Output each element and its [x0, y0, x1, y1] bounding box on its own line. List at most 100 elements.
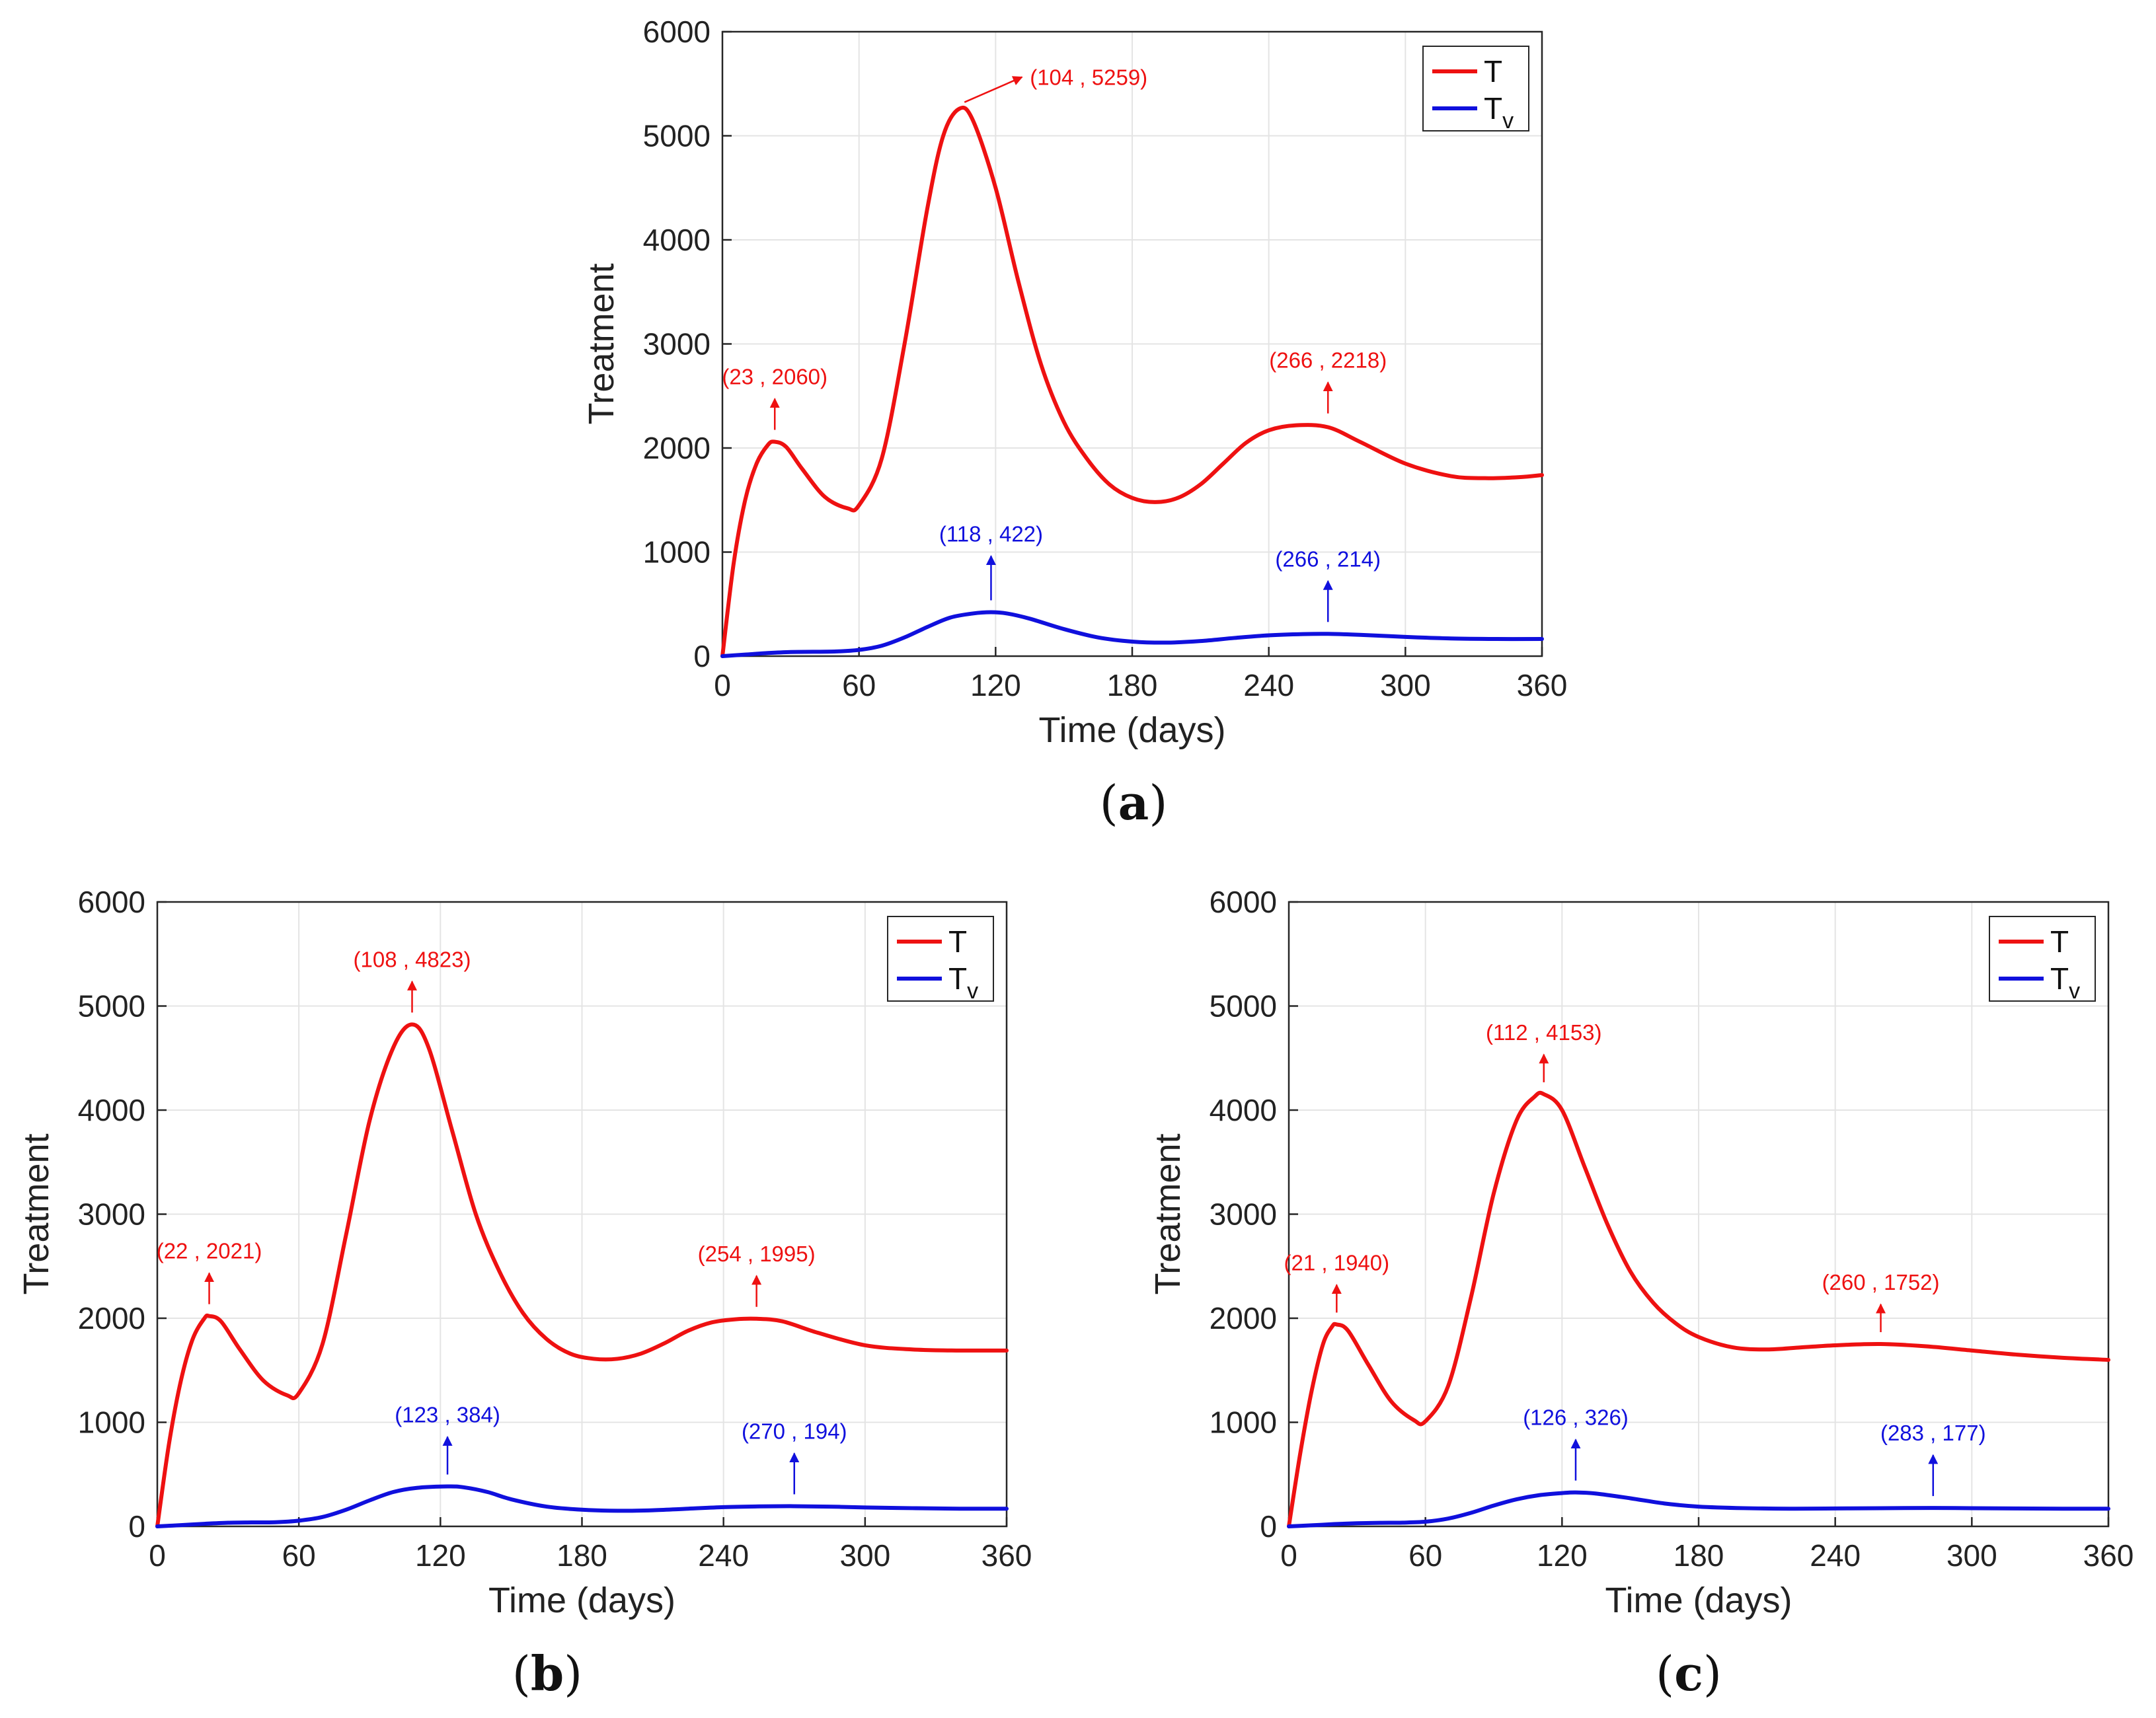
y-tick-label: 4000 [1210, 1093, 1277, 1127]
legend-label-main: T [1484, 91, 1502, 126]
x-tick-label: 300 [839, 1538, 890, 1573]
legend-label-subscript: v [2069, 979, 2080, 1004]
x-tick-label: 0 [714, 668, 731, 702]
legend: TTv [1422, 46, 1529, 133]
legend-label-subscript: v [967, 979, 978, 1004]
y-tick-label: 5000 [78, 989, 145, 1024]
y-axis-label: Treatment [582, 263, 621, 424]
x-tick-label: 120 [1537, 1538, 1588, 1573]
x-tick-label: 300 [1946, 1538, 1997, 1573]
annotation-label: (260 , 1752) [1822, 1270, 1940, 1294]
y-tick-label: 5000 [1210, 989, 1277, 1024]
chart-panel-1: 0 60 120 180 240 300 360 0 1000 2000 3000 4000 5000 6… [582, 15, 1567, 831]
x-axis-label: Time (days) [1605, 1581, 1792, 1620]
x-tick-label: 240 [1243, 668, 1294, 702]
annotation-label: (270 , 194) [742, 1419, 847, 1443]
x-tick-label: 180 [1107, 668, 1158, 702]
x-tick-label: 240 [1810, 1538, 1861, 1573]
y-tick-label: 3000 [78, 1197, 145, 1232]
y-tick-label: 0 [693, 639, 711, 673]
x-tick-label: 360 [982, 1538, 1032, 1573]
legend-box [1989, 916, 2096, 1002]
annotation-label: (22 , 2021) [157, 1239, 262, 1263]
y-tick-label: 3000 [643, 327, 711, 361]
annotation-label: (254 , 1995) [698, 1242, 816, 1266]
legend-box [1422, 46, 1529, 131]
legend-label-subscript: v [1502, 108, 1514, 133]
series-line-T [1287, 1090, 2110, 1528]
y-tick-label: 1000 [643, 535, 711, 570]
legend-label-T: T [948, 924, 967, 959]
y-tick-label: 6000 [643, 15, 711, 49]
annotation-arrow [964, 76, 1023, 103]
panel-caption: (b) [512, 1645, 583, 1701]
chart-panel-3: 0 60 120 180 240 300 360 0 1000 2000 3000 4000 5000 6… [1148, 885, 2134, 1701]
y-tick-label: 6000 [1210, 885, 1277, 919]
legend-box [887, 916, 994, 1002]
legend-label-T: T [2050, 924, 2069, 959]
legend-label-Tv: Tv [948, 961, 978, 1004]
annotation-label: (126 , 326) [1523, 1405, 1629, 1430]
annotation-label: (108 , 4823) [354, 947, 471, 971]
x-tick-label: 240 [698, 1538, 749, 1573]
legend-label-main: T [948, 924, 967, 959]
y-tick-label: 4000 [643, 223, 711, 257]
annotation-label: (266 , 2218) [1269, 348, 1387, 373]
x-tick-label: 0 [149, 1538, 166, 1573]
legend: TTv [887, 916, 994, 1004]
annotation-label: (104 , 5259) [1030, 65, 1147, 90]
panel-caption-part: a [1118, 774, 1149, 831]
panel-caption-part: ) [1703, 1646, 1722, 1701]
y-tick-label: 1000 [78, 1405, 145, 1440]
x-axis-label: Time (days) [488, 1581, 675, 1620]
y-tick-label: 2000 [78, 1301, 145, 1335]
x-tick-label: 360 [2083, 1538, 2134, 1573]
series-line-Tv [1287, 1490, 2110, 1528]
annotation-label: (21 , 1940) [1284, 1250, 1390, 1275]
x-tick-label: 60 [1408, 1538, 1442, 1573]
panel-caption-part: b [531, 1645, 564, 1701]
series-line-T [720, 105, 1544, 658]
x-axis-label: Time (days) [1038, 710, 1225, 750]
y-tick-label: 4000 [78, 1093, 145, 1127]
x-tick-label: 60 [842, 668, 876, 702]
panel-caption: (a) [1100, 774, 1168, 831]
y-tick-label: 5000 [643, 119, 711, 153]
legend-label-main: T [1484, 54, 1502, 89]
y-axis-label: Treatment [1148, 1133, 1188, 1294]
annotation-label: (266 , 214) [1275, 546, 1381, 571]
panel-caption-part: ( [512, 1646, 531, 1701]
y-tick-label: 6000 [78, 885, 145, 919]
x-tick-label: 360 [1517, 668, 1568, 702]
series-line-T [155, 1022, 1009, 1528]
legend-label-main: T [2050, 961, 2069, 996]
legend-label-main: T [948, 961, 967, 996]
y-tick-label: 0 [128, 1509, 145, 1544]
x-tick-label: 180 [557, 1538, 607, 1573]
x-tick-label: 0 [1280, 1538, 1297, 1573]
y-tick-label: 1000 [1210, 1405, 1277, 1440]
panel-caption-part: ( [1100, 775, 1118, 831]
panel-caption-part: c [1674, 1645, 1703, 1701]
annotation-label: (123 , 384) [395, 1403, 500, 1427]
panel-caption-part: ) [564, 1646, 582, 1701]
y-tick-label: 2000 [1210, 1301, 1277, 1335]
x-tick-label: 180 [1674, 1538, 1724, 1573]
legend-label-T: T [1484, 54, 1502, 89]
chart-panel-2: 0 60 120 180 240 300 360 0 1000 2000 3000 4000 5000 6… [17, 885, 1032, 1701]
y-tick-label: 3000 [1210, 1197, 1277, 1232]
legend-label-Tv: Tv [1484, 91, 1514, 133]
panel-caption-part: ( [1656, 1646, 1674, 1701]
series-line-Tv [720, 610, 1544, 658]
y-axis-label: Treatment [17, 1133, 56, 1294]
x-tick-label: 300 [1380, 668, 1431, 702]
annotation-label: (112 , 4153) [1486, 1020, 1602, 1045]
y-tick-label: 0 [1260, 1509, 1277, 1544]
annotation-label: (23 , 2060) [722, 365, 828, 389]
panel-caption-part: ) [1149, 775, 1167, 831]
panel-caption: (c) [1656, 1645, 1722, 1701]
x-tick-label: 120 [970, 668, 1021, 702]
annotation-label: (118 , 422) [939, 522, 1043, 546]
x-tick-label: 120 [415, 1538, 466, 1573]
